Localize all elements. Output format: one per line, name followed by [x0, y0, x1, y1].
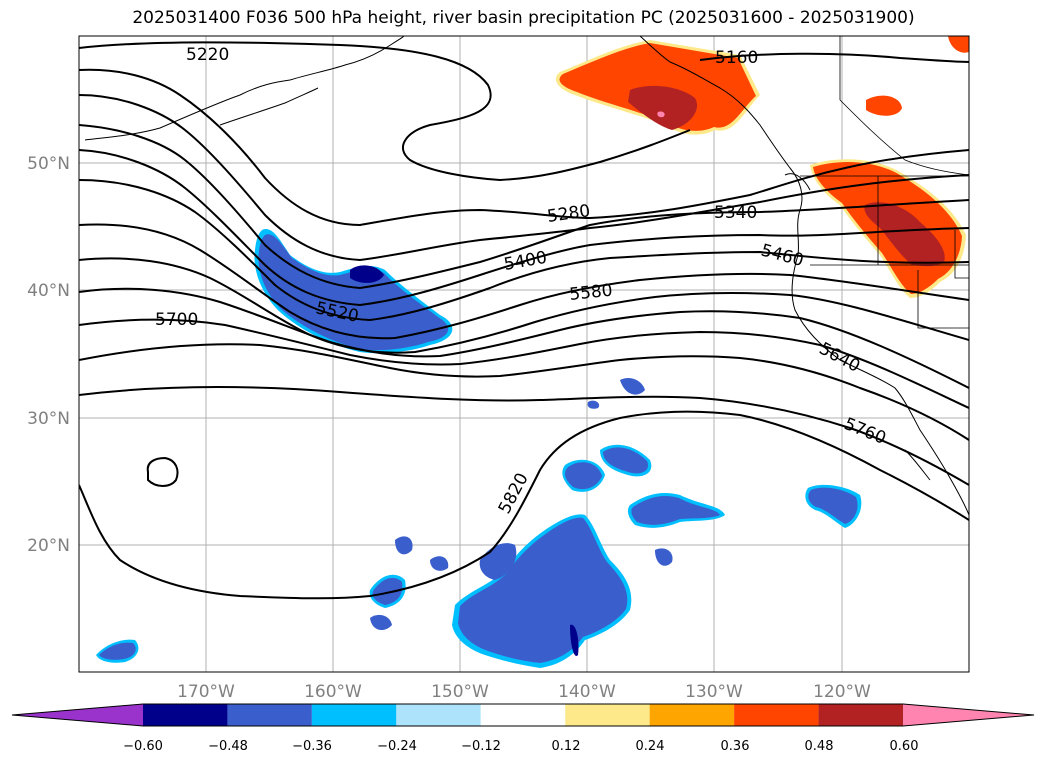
- height-contours: [79, 41, 969, 600]
- colorbar-tick-label: 0.48: [805, 739, 834, 754]
- lon-label-170w: 170°W: [177, 682, 235, 702]
- colorbar-extend-low: [12, 704, 143, 726]
- contour-label-5340: 5340: [714, 203, 757, 223]
- contour-5160: [699, 52, 969, 63]
- contour-5250-a: [79, 68, 969, 227]
- colorbar: [11, 703, 1035, 727]
- lon-label-130w: 130°W: [685, 682, 743, 702]
- contour-5820-ring: [146, 456, 179, 487]
- contour-label-5160: 5160: [715, 48, 758, 68]
- lat-label-50n: 50°N: [27, 154, 70, 174]
- contour-5280: [79, 124, 969, 290]
- colorbar-tick-label: −0.12: [461, 739, 501, 754]
- contour-label-5220: 5220: [186, 45, 229, 65]
- lon-label-150w: 150°W: [431, 682, 489, 702]
- contour-5460: [79, 223, 969, 340]
- lon-labels: 170°W 160°W 150°W 140°W 130°W 120°W: [177, 682, 871, 702]
- contour-5250-b: [79, 94, 969, 262]
- colorbar-tick-label: −0.24: [377, 739, 417, 754]
- contour-5760: [79, 386, 969, 486]
- contour-5340: [79, 149, 969, 307]
- colorbar-tick-labels: −0.60 −0.48 −0.36 −0.24 −0.12 0.12 0.24 …: [123, 739, 918, 754]
- map-frame: [78, 35, 970, 673]
- lat-label-20n: 20°N: [27, 536, 70, 556]
- precip-negative-tropics: [96, 378, 862, 668]
- lat-label-30n: 30°N: [27, 409, 70, 429]
- contour-5820: [79, 410, 969, 600]
- colorbar-segment: [143, 704, 228, 726]
- contour-5520: [79, 257, 969, 354]
- contour-5640: [79, 318, 969, 409]
- colorbar-tick-label: −0.48: [208, 739, 248, 754]
- colorbar-segment: [396, 704, 481, 726]
- colorbar-segment: [480, 704, 566, 726]
- contour-label-5580: 5580: [568, 281, 613, 305]
- lon-label-140w: 140°W: [558, 682, 616, 702]
- colorbar-segment: [734, 704, 819, 726]
- colorbar-segment: [649, 704, 735, 726]
- colorbar-outline: [11, 703, 1035, 727]
- contour-label-5700: 5700: [155, 310, 198, 330]
- colorbar-tick-label: 0.12: [552, 739, 581, 754]
- colorbar-tick-label: 0.36: [721, 739, 750, 754]
- contour-5400: [79, 179, 969, 322]
- colorbar-tick-label: 0.24: [636, 739, 665, 754]
- colorbar-segment: [565, 704, 650, 726]
- colorbar-segment: [818, 704, 903, 726]
- lat-label-40n: 40°N: [27, 281, 70, 301]
- lat-labels: 50°N 40°N 30°N 20°N: [27, 154, 70, 556]
- colorbar-tick-label: 0.60: [890, 739, 919, 754]
- map-title: 2025031400 F036 500 hPa height, river ba…: [132, 8, 915, 28]
- colorbar-extend-high: [903, 704, 1034, 726]
- colorbar-tick-label: −0.60: [123, 739, 163, 754]
- contour-5580: [79, 287, 969, 389]
- contour-5220: [79, 41, 691, 182]
- lon-label-160w: 160°W: [304, 682, 362, 702]
- colorbar-tick-label: −0.36: [292, 739, 332, 754]
- lon-label-120w: 120°W: [813, 682, 871, 702]
- colorbar-segment: [311, 704, 397, 726]
- precip-positive-north: [555, 36, 969, 135]
- colorbar-segment: [227, 704, 312, 726]
- contour-5700: [79, 343, 969, 441]
